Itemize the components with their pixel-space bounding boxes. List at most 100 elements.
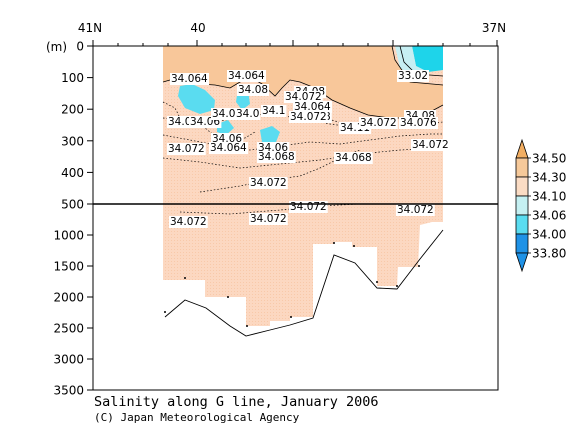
y-tick-label: 0 [76,40,84,54]
contour-label: 34.072 [360,117,397,129]
contour-label-bg [209,142,249,154]
contour-label: 34.068 [258,151,295,163]
contour-label-bg [227,70,267,82]
bottom-topography [164,229,444,337]
colorbar-swatch [515,233,529,254]
contour-dotted-2 [162,133,443,151]
station-marker [184,277,186,279]
colorbar-overflow-low [515,252,529,273]
contour-label: 34.08 [238,84,268,96]
station-marker [333,242,335,244]
station-marker [376,281,378,283]
x-axis-ticks [92,40,498,46]
chart-credit: (C) Japan Meteorological Agency [94,411,300,424]
contour-label-bg [167,143,206,155]
contour-label-bg [170,73,210,85]
contour-label: 34.1 [262,105,285,117]
y-tick-label: 500 [61,198,84,212]
contour-label-bg [257,151,296,163]
y-tick-label: 3500 [53,384,84,398]
contour-label-bg [284,91,323,103]
contour-label-bg [397,70,430,82]
x-tick-label-40: 40 [190,21,205,35]
contour-label: 34.068 [335,152,372,164]
y-tick-label: 100 [61,71,84,85]
y-tick-label: 1000 [53,229,84,243]
field-deep-band [163,204,443,326]
colorbar-level-label: 34.06 [532,209,566,223]
colorbar-level-label: 34.50 [532,152,566,166]
contour-label-bg [237,84,270,96]
station-marker [396,285,398,287]
contour-label-bg [261,105,287,117]
contour-label: 34.076 [400,117,437,129]
contour-label-bg [359,117,398,129]
contour-label: 34.072 [412,139,449,151]
contour-label: 34.072 [250,177,287,189]
field-fresh-patch-east-edge [395,46,428,76]
station-marker [418,265,420,267]
colorbar-level-label: 34.10 [532,190,566,204]
contour-label: 34.072 [290,111,327,123]
contour-label-bg [289,111,328,123]
contour-label-bg [396,204,435,216]
y-tick-label: 400 [61,166,84,180]
contour-dotted-3 [162,147,444,169]
contour-label-bg [293,101,333,113]
plot-frame [92,45,499,391]
contour-label-bg [235,108,261,120]
station-marker [164,311,166,313]
y-axis-tick-labels: 0 100 200 300 400 500 1000 1500 2000 2500 3000 3500 [53,40,84,398]
station-markers [164,242,420,327]
contour-label: 34.072 [170,216,207,228]
x-tick-label-37n: 37N [482,21,506,35]
colorbar-level-label: 34.00 [532,228,566,242]
contour-label-bg [169,216,208,228]
contour-label-bg [249,213,288,225]
station-marker [246,325,248,327]
station-marker [290,316,292,318]
contour-label: 34.0 [236,108,259,120]
contour-label-bg [334,152,373,164]
y-tick-label: 1500 [53,260,84,274]
contour-label: 34.064 [210,142,247,154]
contour-solid-east-2 [399,46,444,77]
field-surface-layer [163,46,443,118]
y-tick-label: 2500 [53,322,84,336]
colorbar: 34.50 34.30 34.10 34.06 34.00 33.80 [515,138,566,273]
chart-title: Salinity along G line, January 2006 [94,394,378,410]
contour-label: 33.02 [398,70,428,82]
colorbar-swatch [515,157,529,178]
colorbar-level-label: 33.80 [532,247,566,261]
field-eddy-1 [178,84,215,114]
contour-label: 34.072 [168,143,205,155]
contour-label: 34.072 [290,201,327,213]
contour-label: 34.072 [285,91,322,103]
salinity-field [163,46,443,326]
contour-label-bg [411,139,450,151]
contour-label-bg [249,177,288,189]
field-fresh-patch-east [412,46,443,72]
y-tick-label: 2000 [53,291,84,305]
colorbar-swatch [515,214,529,235]
x-tick-label-41n: 41N [78,21,102,35]
contour-label: 34.072 [397,204,434,216]
field-eddy-4 [260,126,280,142]
contour-label-bg [399,117,439,129]
colorbar-swatch [515,195,529,216]
contour-label: 34.072 [250,213,287,225]
y-tick-label: 200 [61,103,84,117]
y-tick-label: 300 [61,134,84,148]
contour-label: 34.064 [228,70,265,82]
contour-label: 34.064 [171,73,208,85]
station-marker [353,245,355,247]
station-marker [227,296,229,298]
y-tick-label: 3000 [53,353,84,367]
contour-label: 34.03 [212,108,242,120]
y-axis-unit-label: (m) [46,40,67,54]
y-axis-ticks [87,45,93,391]
colorbar-level-label: 34.30 [532,171,566,185]
bottom-depth-line [164,229,444,337]
contour-label: 34.064 [294,101,331,113]
